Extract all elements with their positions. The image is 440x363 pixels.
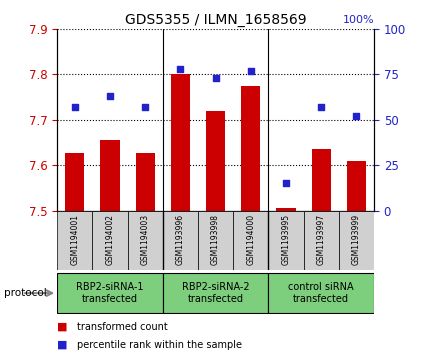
Bar	[312, 149, 331, 211]
Text: RBP2-siRNA-2
transfected: RBP2-siRNA-2 transfected	[182, 282, 249, 304]
Text: GSM1194003: GSM1194003	[141, 213, 150, 265]
Text: 100%: 100%	[342, 15, 374, 25]
Text: ■: ■	[57, 340, 68, 350]
Text: control siRNA
transfected: control siRNA transfected	[288, 282, 354, 304]
Text: GSM1194001: GSM1194001	[70, 213, 79, 265]
Bar	[171, 74, 190, 211]
Bar	[339, 211, 374, 270]
Text: GSM1193995: GSM1193995	[282, 213, 290, 265]
Text: GSM1194000: GSM1194000	[246, 213, 255, 265]
Bar	[65, 153, 84, 211]
Bar	[198, 211, 233, 270]
Text: GSM1193999: GSM1193999	[352, 213, 361, 265]
Bar	[163, 211, 198, 270]
Point	[247, 68, 254, 74]
Bar	[128, 211, 163, 270]
Bar	[136, 153, 155, 211]
Text: RBP2-siRNA-1
transfected: RBP2-siRNA-1 transfected	[76, 282, 144, 304]
Point	[71, 104, 78, 110]
Point	[106, 93, 114, 99]
Bar	[92, 211, 128, 270]
Bar	[276, 208, 296, 211]
Bar	[268, 273, 374, 313]
Title: GDS5355 / ILMN_1658569: GDS5355 / ILMN_1658569	[125, 13, 306, 26]
Text: transformed count: transformed count	[77, 322, 168, 332]
Bar	[100, 140, 120, 211]
Bar	[206, 111, 225, 211]
Bar	[233, 211, 268, 270]
Point	[142, 104, 149, 110]
Text: GSM1193997: GSM1193997	[317, 213, 326, 265]
Point	[318, 104, 325, 110]
Text: protocol: protocol	[4, 288, 47, 298]
Bar	[347, 160, 366, 211]
Point	[353, 113, 360, 119]
Text: percentile rank within the sample: percentile rank within the sample	[77, 340, 242, 350]
Text: GSM1193998: GSM1193998	[211, 213, 220, 265]
Bar	[57, 211, 92, 270]
Bar	[163, 273, 268, 313]
Point	[282, 180, 290, 186]
Text: GSM1194002: GSM1194002	[106, 213, 114, 265]
Bar	[57, 273, 163, 313]
Point	[177, 66, 184, 72]
Bar	[304, 211, 339, 270]
Bar	[241, 86, 260, 211]
Point	[212, 75, 219, 81]
Text: ■: ■	[57, 322, 68, 332]
Text: GSM1193996: GSM1193996	[176, 213, 185, 265]
Bar	[268, 211, 304, 270]
